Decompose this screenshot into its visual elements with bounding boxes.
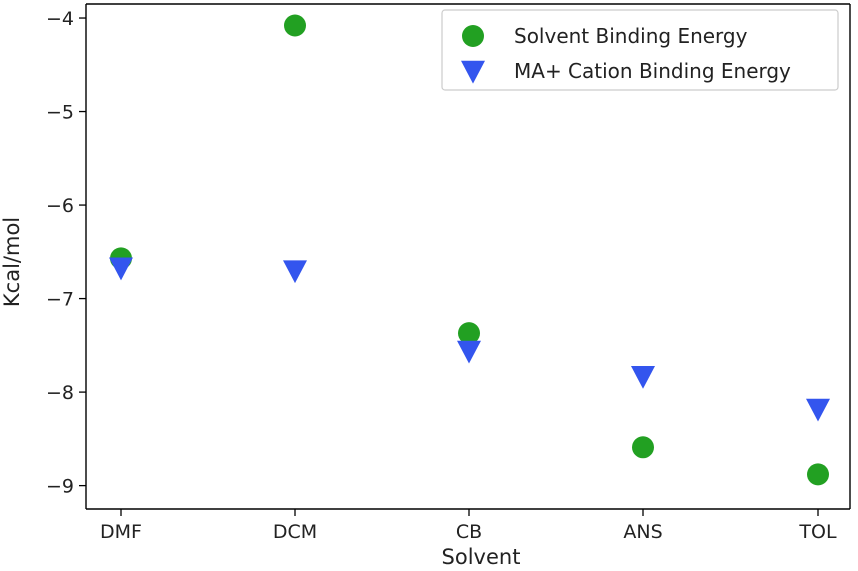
- solvent-point: [632, 436, 654, 459]
- legend: Solvent Binding Energy MA+ Cation Binding…: [441, 9, 839, 91]
- legend-label: Solvent Binding Energy: [514, 24, 748, 48]
- x-axis-label: Solvent: [442, 545, 521, 569]
- x-tick-label: CB: [456, 521, 482, 543]
- cation-point: [457, 340, 481, 364]
- y-tick-label: −7: [46, 289, 74, 311]
- cation-point: [631, 366, 655, 389]
- y-tick-label: −6: [46, 195, 74, 217]
- solvent-point: [458, 322, 480, 345]
- y-axis-label: Kcal/mol: [0, 217, 24, 307]
- legend-box: [441, 9, 839, 91]
- y-tick-label: −9: [46, 476, 74, 498]
- cation-point: [806, 398, 830, 422]
- legend-label: MA+ Cation Binding Energy: [514, 59, 791, 83]
- y-tick-label: −5: [46, 102, 74, 124]
- y-tick-label: −8: [46, 382, 74, 404]
- x-tick-label: ANS: [623, 521, 662, 543]
- solvent-point: [284, 14, 306, 37]
- x-tick-label: DMF: [100, 521, 142, 543]
- cation-point: [109, 257, 133, 281]
- x-axis-ticks: DMF DCM CB ANS TOL: [100, 509, 837, 543]
- legend-triangle-marker: [461, 60, 485, 84]
- cation-point: [283, 260, 307, 284]
- x-tick-label: DCM: [273, 521, 317, 543]
- y-tick-label: −4: [46, 8, 74, 30]
- x-tick-label: TOL: [798, 521, 837, 543]
- y-axis-ticks: −4 −5 −6 −7 −8 −9: [46, 8, 86, 498]
- legend-circle-marker: [462, 25, 484, 47]
- solvent-point: [807, 463, 829, 486]
- data-marks: [109, 14, 830, 486]
